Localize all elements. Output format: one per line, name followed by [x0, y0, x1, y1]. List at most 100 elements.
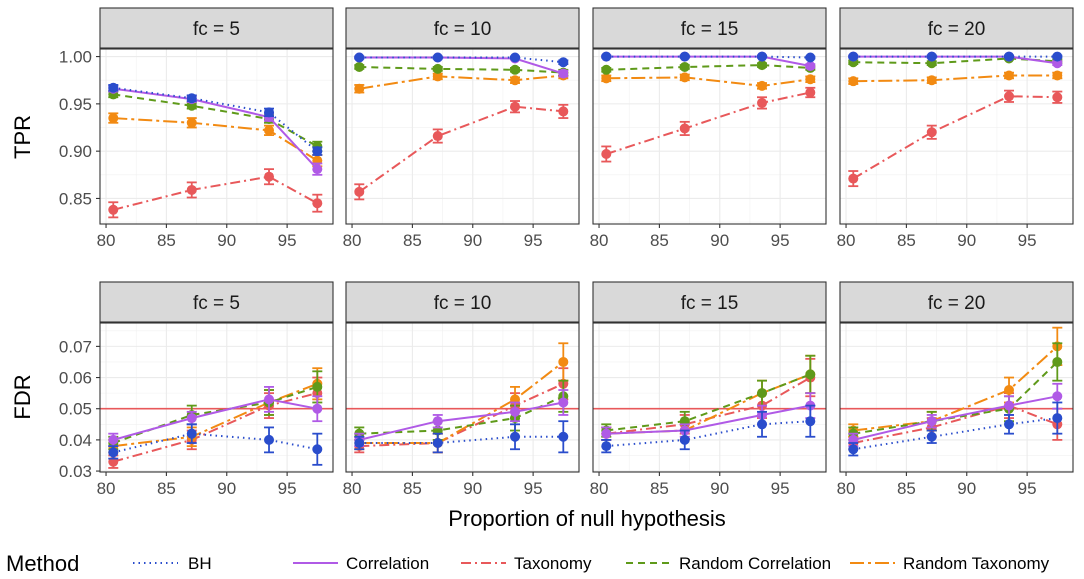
series-line-bh — [113, 432, 318, 454]
y-tick-label-tpr: 1.00 — [59, 48, 92, 67]
series-bh — [601, 404, 816, 454]
series-line-random-correlation — [113, 93, 318, 148]
data-point-bh — [354, 438, 365, 449]
x-tick-label: 95 — [1018, 231, 1037, 250]
facet-strip-label: fc = 15 — [681, 19, 739, 40]
x-tick-label: 80 — [837, 479, 856, 498]
data-point-bh — [926, 431, 937, 442]
data-point-random-taxonomy — [354, 83, 365, 94]
series-random-taxonomy — [601, 72, 816, 91]
series-line-random-taxonomy — [853, 74, 1058, 83]
data-point-bh — [757, 51, 768, 62]
data-point-random-taxonomy — [1004, 70, 1015, 81]
data-point-bh — [510, 52, 521, 63]
x-tick-label: 85 — [897, 231, 916, 250]
legend-item-random-taxonomy: Random Taxonomy — [850, 554, 1050, 573]
series-line-taxonomy — [358, 105, 564, 193]
series-line-random-taxonomy — [853, 345, 1058, 432]
facet-strip — [345, 7, 580, 49]
data-point-bh — [432, 52, 443, 63]
legend-label-correlation: Correlation — [346, 554, 429, 573]
legend-label-taxonomy: Taxonomy — [514, 554, 592, 573]
legend: Method BH Correlation Taxonomy Random Correl… — [6, 551, 1050, 576]
data-point-random-correlation — [1052, 356, 1063, 367]
x-tick-label: 90 — [463, 479, 482, 498]
data-point-taxonomy — [805, 87, 816, 98]
series-line-bh — [606, 55, 811, 59]
series-random-taxonomy — [848, 70, 1063, 87]
data-point-taxonomy — [432, 131, 443, 142]
data-point-correlation — [926, 416, 937, 427]
data-point-random-correlation — [805, 369, 816, 380]
facet-strip — [345, 281, 580, 323]
facet-strip — [592, 281, 827, 323]
series-line-correlation — [853, 395, 1058, 441]
facet-strip-label: fc = 10 — [434, 19, 492, 40]
panel-border — [839, 48, 1074, 225]
facet-strip — [592, 7, 827, 49]
data-point-taxonomy — [679, 123, 690, 134]
series-line-bh — [359, 435, 564, 444]
legend-item-correlation: Correlation — [293, 554, 429, 573]
series-line-correlation — [113, 398, 318, 441]
y-tick-label-fdr: 0.04 — [59, 431, 92, 450]
data-point-taxonomy — [926, 127, 937, 138]
data-point-random-taxonomy — [108, 113, 119, 124]
series-bh — [108, 82, 323, 157]
facet-strip-label: fc = 5 — [193, 293, 240, 314]
data-point-random-correlation — [510, 64, 521, 75]
data-point-random-correlation — [601, 64, 612, 75]
panel-border — [345, 322, 580, 473]
data-point-bh — [354, 52, 365, 63]
y-tick-label-fdr: 0.05 — [59, 400, 92, 419]
data-point-correlation — [510, 406, 521, 417]
data-point-random-taxonomy — [848, 76, 859, 87]
plot-background — [593, 49, 826, 224]
plot-background — [100, 49, 333, 224]
x-tick-label: 95 — [278, 479, 297, 498]
data-point-bh — [601, 51, 612, 62]
data-point-bh — [757, 419, 768, 430]
panel-border — [345, 48, 580, 225]
data-point-bh — [679, 434, 690, 445]
series-correlation — [108, 386, 323, 448]
plot-background — [840, 323, 1073, 472]
x-tick-label: 95 — [524, 479, 543, 498]
series-taxonomy — [601, 86, 816, 163]
y-axis-label-tpr: TPR — [10, 115, 35, 159]
y-tick-label-fdr: 0.06 — [59, 369, 92, 388]
legend-label-random-taxonomy: Random Taxonomy — [903, 554, 1050, 573]
data-point-random-taxonomy — [186, 117, 197, 128]
x-tick-label: 80 — [837, 231, 856, 250]
data-point-correlation — [1052, 391, 1063, 402]
plot-background — [100, 323, 333, 472]
series-line-correlation — [606, 404, 811, 435]
x-tick-label: 80 — [343, 479, 362, 498]
data-point-random-taxonomy — [601, 73, 612, 84]
series-line-random-correlation — [606, 64, 811, 71]
data-point-random-taxonomy — [1004, 385, 1015, 396]
panel-fdr-fc-5: fc = 5 80 85 90 95 — [97, 281, 334, 498]
x-tick-label: 95 — [524, 231, 543, 250]
data-point-correlation — [312, 164, 323, 175]
data-point-bh — [1004, 51, 1015, 62]
data-point-random-correlation — [432, 63, 443, 74]
legend-label-random-correlation: Random Correlation — [679, 554, 831, 573]
series-bh — [354, 52, 569, 68]
data-point-bh — [1052, 413, 1063, 424]
data-point-taxonomy — [558, 106, 569, 117]
series-line-taxonomy — [605, 91, 811, 155]
series-line-taxonomy — [113, 175, 318, 211]
data-point-random-taxonomy — [805, 74, 816, 85]
x-tick-label: 80 — [97, 231, 116, 250]
data-point-correlation — [186, 413, 197, 424]
data-point-correlation — [1004, 400, 1015, 411]
series-line-random-taxonomy — [359, 74, 564, 90]
series-line-taxonomy — [113, 392, 318, 463]
data-point-bh — [186, 93, 197, 104]
series-line-correlation — [359, 401, 564, 441]
x-tick-label: 85 — [403, 479, 422, 498]
data-point-taxonomy — [1004, 91, 1015, 102]
panel-tpr-fc-5: fc = 5 80 85 90 95 — [97, 7, 334, 250]
